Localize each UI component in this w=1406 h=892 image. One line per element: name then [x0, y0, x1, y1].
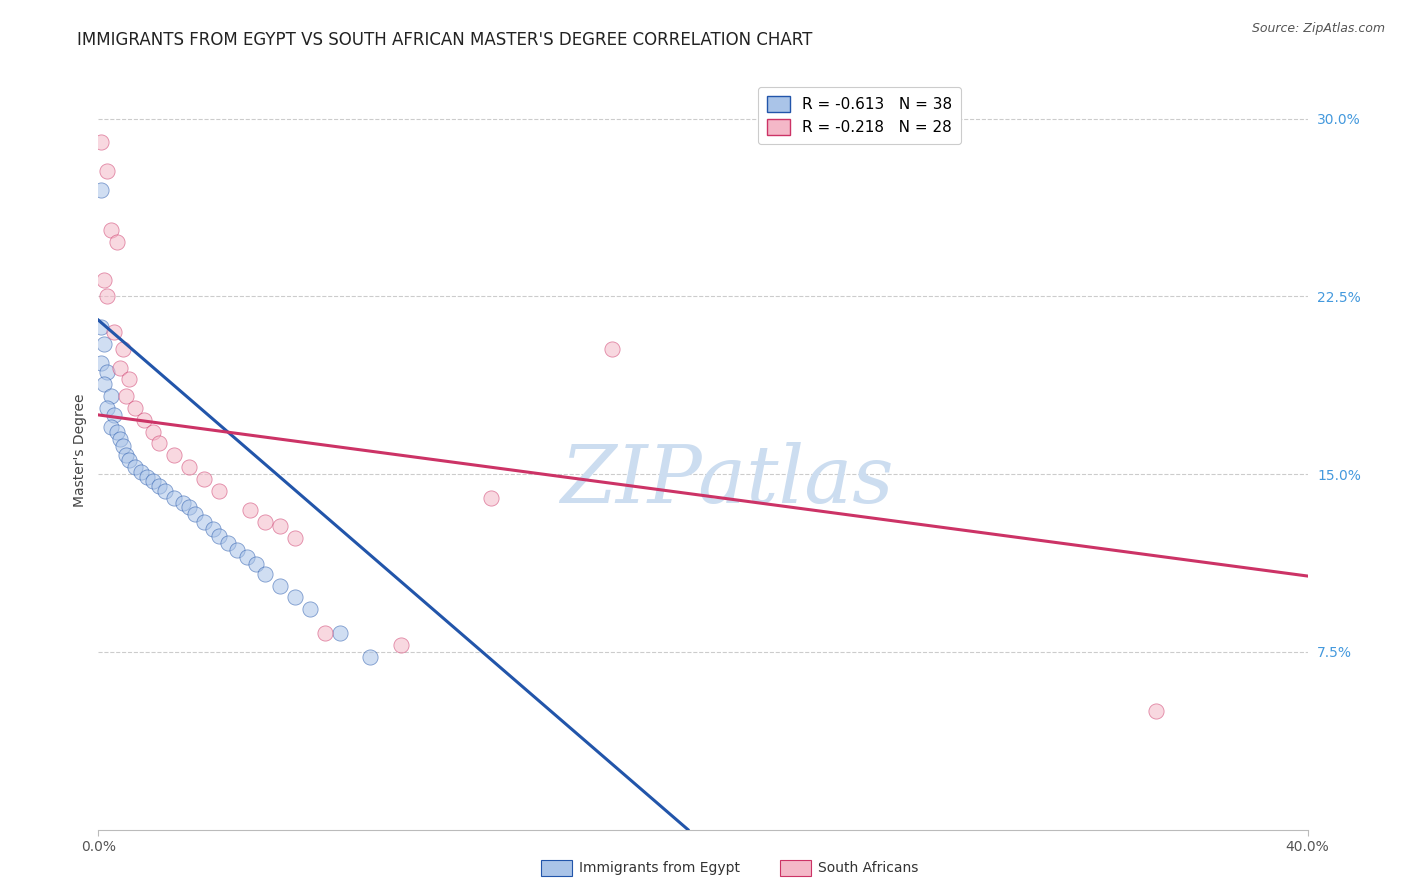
Text: IMMIGRANTS FROM EGYPT VS SOUTH AFRICAN MASTER'S DEGREE CORRELATION CHART: IMMIGRANTS FROM EGYPT VS SOUTH AFRICAN M…: [77, 31, 813, 49]
Point: [100, 223, 122, 237]
Point: [208, 483, 231, 498]
Point: [100, 419, 122, 434]
Text: Immigrants from Egypt: Immigrants from Egypt: [579, 861, 741, 875]
Legend: R = -0.613   N = 38, R = -0.218   N = 28: R = -0.613 N = 38, R = -0.218 N = 28: [758, 87, 962, 145]
Point: [96, 401, 118, 415]
Point: [184, 508, 207, 522]
Point: [481, 491, 503, 505]
Point: [163, 448, 186, 462]
Point: [111, 439, 134, 453]
Point: [389, 638, 412, 652]
Point: [111, 342, 134, 356]
Point: [153, 483, 176, 498]
Point: [90, 320, 112, 334]
Point: [253, 566, 276, 581]
Point: [208, 529, 231, 543]
Point: [96, 164, 118, 178]
Point: [226, 543, 249, 558]
Point: [172, 495, 194, 509]
Point: [93, 336, 115, 351]
Point: [202, 522, 225, 536]
Point: [114, 389, 136, 403]
Point: [105, 425, 128, 439]
Point: [269, 519, 291, 533]
Point: [108, 360, 131, 375]
Point: [163, 491, 186, 505]
Point: [193, 472, 215, 486]
Point: [124, 401, 146, 415]
Point: [148, 436, 170, 450]
Point: [93, 273, 115, 287]
Point: [329, 626, 352, 640]
Point: [90, 136, 112, 150]
Point: [217, 536, 239, 550]
Point: [103, 408, 125, 422]
Point: [124, 460, 146, 475]
Point: [118, 453, 141, 467]
Point: [129, 465, 152, 479]
Point: [239, 502, 262, 516]
Point: [314, 626, 336, 640]
Point: [93, 377, 115, 392]
Point: [235, 550, 257, 565]
Point: [148, 479, 170, 493]
Point: [602, 342, 624, 356]
Point: [103, 325, 125, 339]
Point: [1144, 704, 1167, 718]
Point: [284, 531, 307, 545]
Point: [108, 432, 131, 446]
Point: [245, 557, 267, 572]
Text: Source: ZipAtlas.com: Source: ZipAtlas.com: [1251, 22, 1385, 36]
Point: [90, 356, 112, 370]
Point: [114, 448, 136, 462]
Point: [360, 649, 382, 664]
Point: [299, 602, 322, 616]
Point: [135, 469, 157, 483]
Point: [96, 365, 118, 379]
Point: [90, 183, 112, 197]
Point: [284, 591, 307, 605]
Y-axis label: Master's Degree: Master's Degree: [73, 393, 87, 508]
Point: [179, 460, 201, 475]
Text: South Africans: South Africans: [818, 861, 918, 875]
Point: [142, 475, 165, 489]
Point: [179, 500, 201, 515]
Text: ZIPatlas: ZIPatlas: [561, 442, 894, 519]
Point: [269, 578, 291, 592]
Point: [193, 515, 215, 529]
Point: [96, 289, 118, 303]
Point: [118, 372, 141, 386]
Point: [132, 412, 155, 426]
Point: [253, 515, 276, 529]
Point: [100, 389, 122, 403]
Point: [142, 425, 165, 439]
Point: [105, 235, 128, 249]
